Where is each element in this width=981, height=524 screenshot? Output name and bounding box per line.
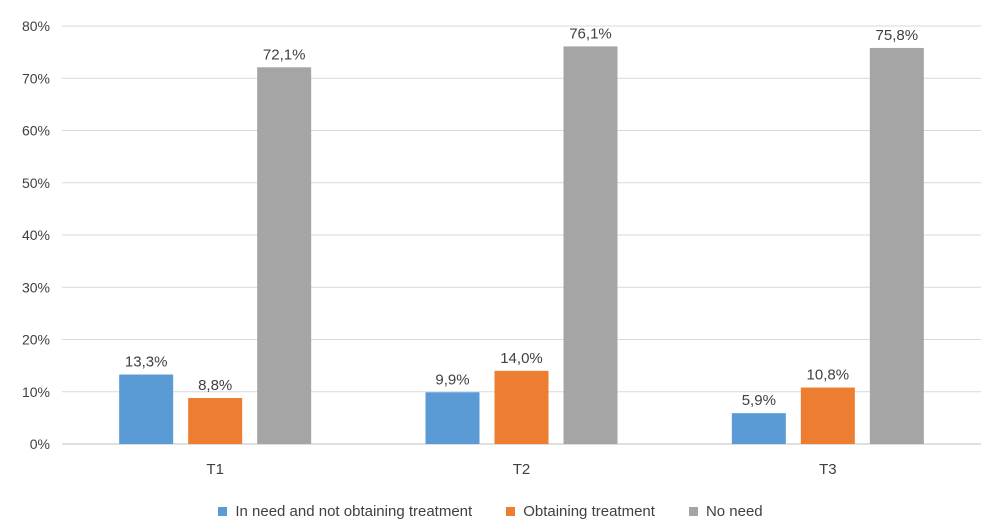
data-label: 14,0% bbox=[500, 350, 543, 367]
data-label: 72,1% bbox=[263, 46, 306, 63]
bar bbox=[869, 47, 924, 444]
x-tick-label: T3 bbox=[819, 461, 837, 478]
data-label: 8,8% bbox=[198, 377, 232, 394]
legend-label-no-need: No need bbox=[705, 502, 763, 520]
data-label: 10,8% bbox=[807, 367, 850, 384]
legend-item-no-need: No need bbox=[688, 502, 763, 520]
y-tick-label: 10% bbox=[22, 384, 50, 400]
y-tick-label: 40% bbox=[22, 227, 50, 243]
y-tick-label: 20% bbox=[22, 332, 50, 348]
bar bbox=[800, 387, 855, 444]
data-label: 13,3% bbox=[125, 354, 168, 371]
legend-item-in-need: In need and not obtaining treatment bbox=[218, 503, 472, 520]
y-tick-label: 70% bbox=[22, 70, 50, 86]
y-tick-label: 30% bbox=[22, 279, 50, 295]
bar bbox=[188, 398, 243, 444]
legend-label-obtaining: Obtaining treatment bbox=[523, 502, 655, 520]
y-tick-label: 0% bbox=[30, 436, 50, 452]
legend-label-in-need: In need and not obtaining treatment bbox=[235, 502, 473, 520]
x-tick-label: T2 bbox=[513, 461, 531, 478]
y-tick-label: 80% bbox=[22, 18, 50, 34]
bar bbox=[494, 370, 549, 444]
bar bbox=[425, 392, 480, 444]
legend-swatch-in-need bbox=[218, 506, 228, 516]
legend-swatch-no-need bbox=[688, 506, 698, 516]
bar bbox=[119, 374, 174, 444]
legend: In need and not obtaining treatment Obta… bbox=[0, 500, 981, 522]
bar bbox=[731, 413, 786, 444]
y-tick-label: 50% bbox=[22, 175, 50, 191]
bar-chart: 0% 10% 20% 30% 40% 50% 60% 70% 80% 13,3% 8,8% 72,1%… bbox=[22, 18, 981, 478]
bar bbox=[563, 46, 618, 444]
y-tick-label: 60% bbox=[22, 123, 50, 139]
data-label: 9,9% bbox=[435, 371, 469, 388]
data-label: 75,8% bbox=[876, 27, 919, 44]
legend-item-obtaining: Obtaining treatment bbox=[506, 503, 655, 520]
data-label: 76,1% bbox=[569, 25, 612, 42]
legend-swatch-obtaining bbox=[506, 506, 516, 516]
x-tick-label: T1 bbox=[206, 461, 224, 478]
data-label: 5,9% bbox=[742, 392, 776, 409]
bar bbox=[257, 67, 312, 444]
